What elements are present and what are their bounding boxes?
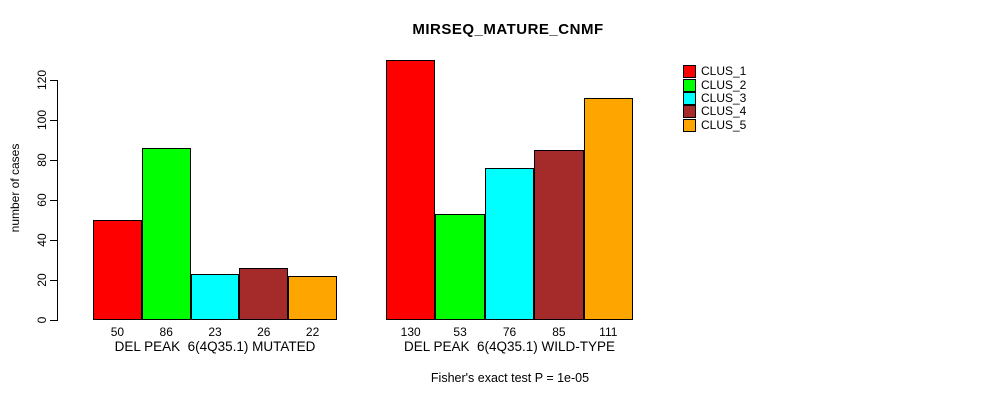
bar-value-label: 53 — [453, 325, 467, 339]
legend-swatch-icon — [683, 91, 696, 105]
group-label: DEL PEAK 6(4Q35.1) MUTATED — [114, 339, 316, 354]
legend-label: CLUS_4 — [701, 104, 747, 119]
y-axis-tick — [50, 160, 57, 161]
legend-item-clus_1: CLUS_1 — [683, 64, 747, 79]
bar-clus_4-group2 — [534, 150, 584, 320]
bar-value-label: 50 — [110, 325, 125, 339]
legend-label: CLUS_2 — [701, 77, 747, 92]
bar-value-label: 86 — [159, 325, 173, 339]
group-label: DEL PEAK 6(4Q35.1) WILD-TYPE — [403, 339, 616, 354]
legend-item-clus_3: CLUS_3 — [683, 90, 747, 105]
legend: CLUS_1 CLUS_2 CLUS_3 CLUS_4 CLUS_5 — [683, 65, 746, 132]
bar-clus_2-group1 — [141, 148, 191, 320]
legend-label: CLUS_3 — [701, 90, 747, 105]
y-axis-tick — [50, 240, 57, 241]
y-axis-tick — [50, 80, 57, 81]
bar-clus_4-group1 — [239, 268, 289, 320]
y-axis-tick — [50, 320, 57, 321]
legend-item-clus_2: CLUS_2 — [683, 77, 747, 92]
legend-swatch-icon — [683, 65, 696, 79]
legend-item-clus_5: CLUS_5 — [683, 117, 747, 132]
legend-label: CLUS_5 — [701, 117, 747, 132]
bar-clus_5-group2 — [583, 98, 633, 320]
bar-clus_3-group2 — [484, 168, 535, 320]
legend-item-clus_4: CLUS_4 — [683, 104, 747, 119]
chart-title: MIRSEQ_MATURE_CNMF — [412, 21, 604, 38]
bar-value-label: 26 — [257, 325, 271, 339]
bar-clus_1-group1 — [93, 220, 142, 320]
bar-clus_3-group1 — [190, 274, 240, 320]
bar-value-label: 85 — [552, 325, 566, 339]
legend-swatch-icon — [683, 118, 696, 132]
y-axis-tick — [50, 200, 57, 201]
bar-value-label: 76 — [502, 325, 517, 339]
bar-value-label: 111 — [599, 325, 618, 339]
bar-clus_5-group1 — [288, 276, 337, 320]
legend-label: CLUS_1 — [701, 64, 747, 79]
y-axis-line — [57, 80, 58, 321]
y-axis-tick — [50, 280, 57, 281]
y-axis-tick — [50, 120, 57, 121]
bar-value-label: 130 — [400, 325, 421, 339]
y-tick-label: 120 — [35, 69, 49, 91]
bar-clus_2-group2 — [435, 214, 485, 320]
legend-swatch-icon — [683, 78, 696, 92]
bar-clus_1-group2 — [386, 60, 436, 320]
bar-value-label: 22 — [305, 325, 320, 339]
bar-value-label: 23 — [208, 325, 222, 339]
legend-swatch-icon — [683, 105, 696, 119]
fisher-test-annotation: Fisher's exact test P = 1e-05 — [430, 371, 590, 385]
